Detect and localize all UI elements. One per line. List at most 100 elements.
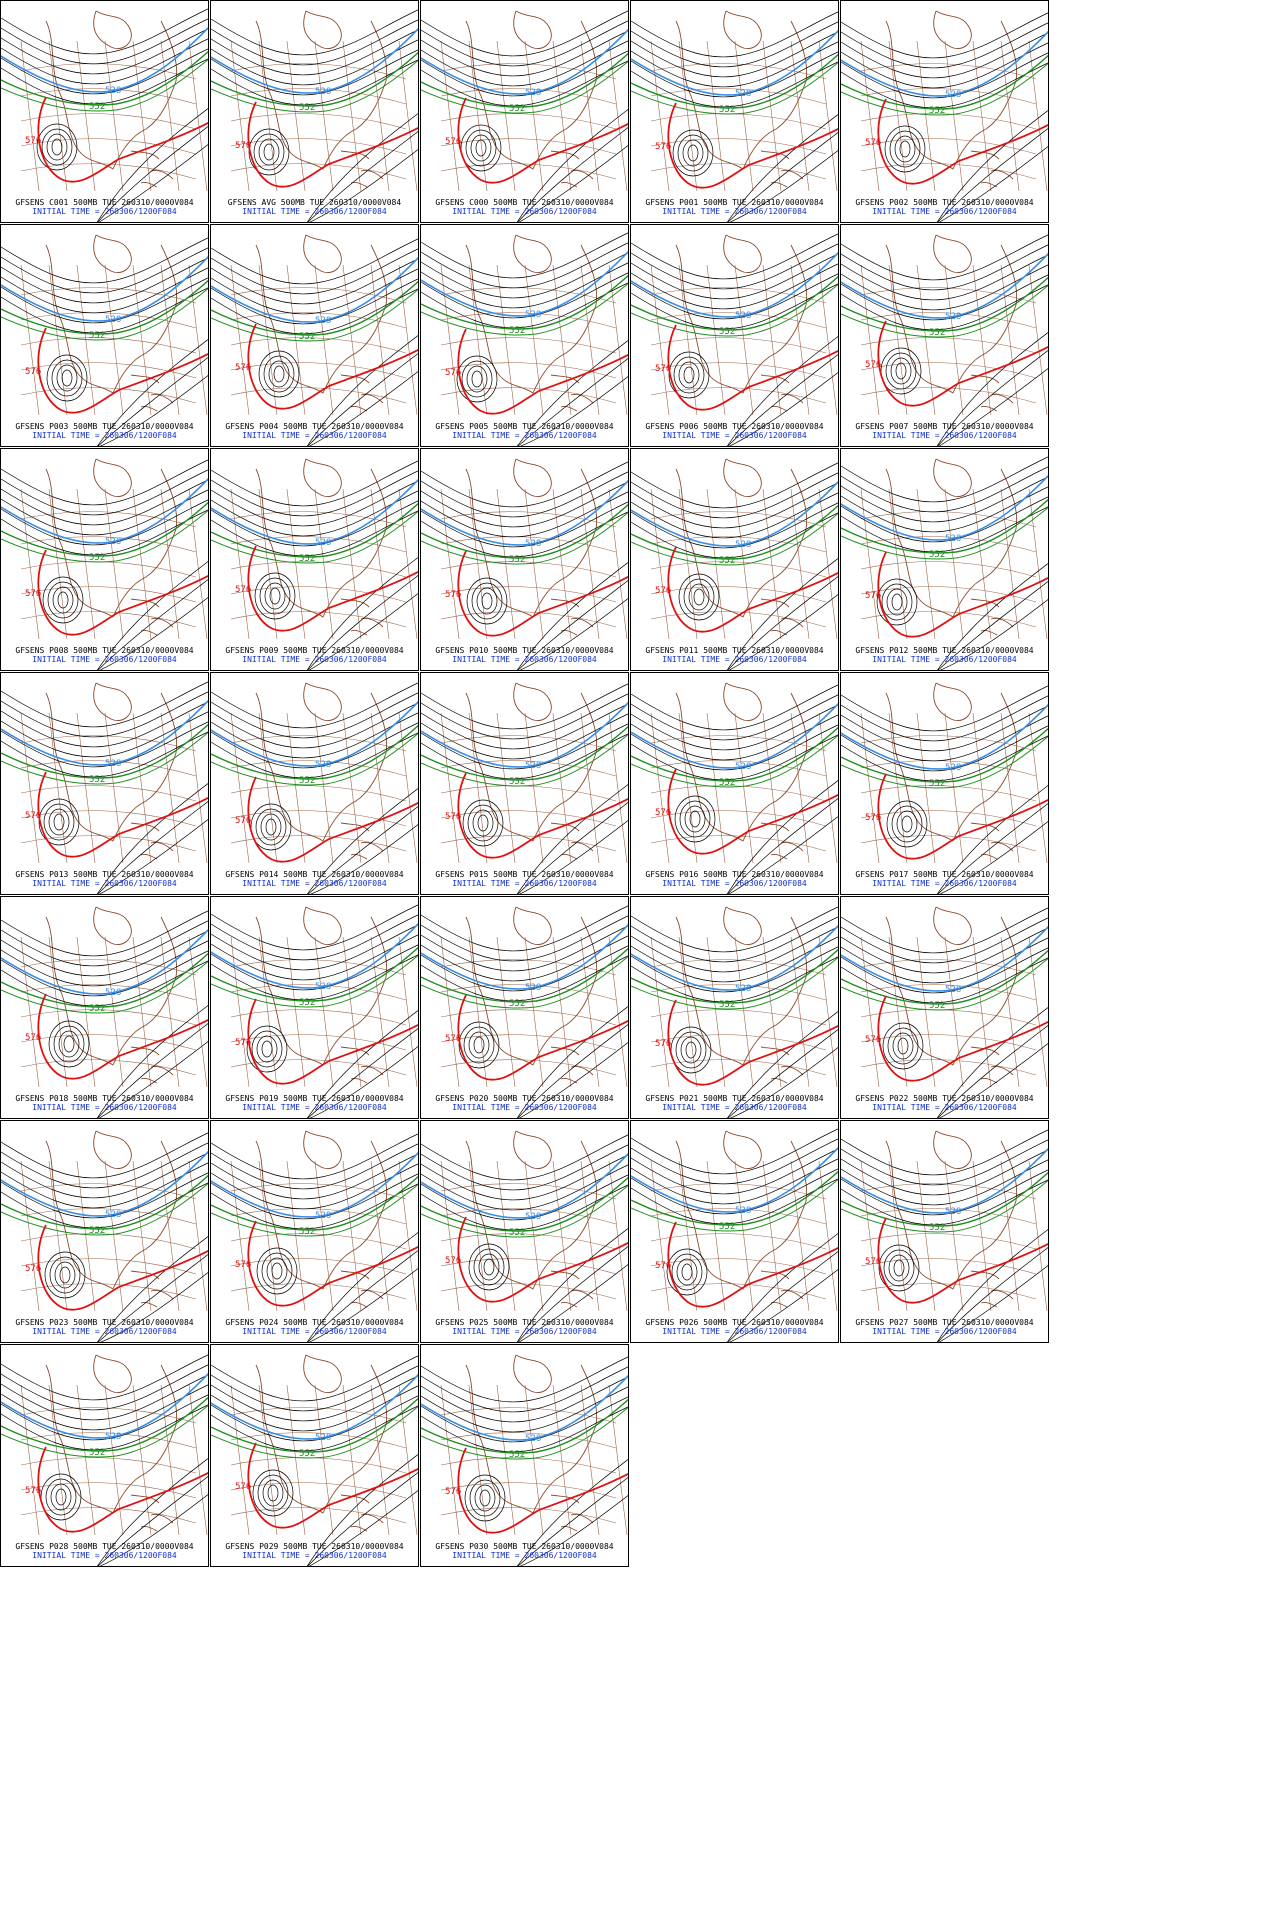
contour-528 bbox=[1, 699, 208, 766]
contour-558 bbox=[631, 61, 838, 115]
coastline bbox=[885, 906, 1018, 1084]
label-528: 528 bbox=[945, 1207, 961, 1217]
label-528: 528 bbox=[525, 1212, 541, 1222]
panel-title: GFSENS P006 500MB TUE 260310/0000V084 bbox=[645, 422, 824, 431]
label-576: 576 bbox=[25, 1264, 41, 1274]
graticule bbox=[650, 488, 838, 640]
contour-558 bbox=[421, 733, 628, 787]
contour-552 bbox=[421, 52, 628, 108]
coastline bbox=[465, 906, 598, 1084]
panel-initial-time: INITIAL TIME = 260306/1200F084 bbox=[872, 1327, 1017, 1336]
contour-552 bbox=[1, 1396, 208, 1452]
panel-initial-time: INITIAL TIME = 260306/1200F084 bbox=[242, 1103, 387, 1112]
panel-initial-time: INITIAL TIME = 260306/1200F084 bbox=[662, 879, 807, 888]
label-528: 528 bbox=[315, 1211, 331, 1221]
panel-initial-time: INITIAL TIME = 260306/1200F084 bbox=[32, 1327, 177, 1336]
contour-576 bbox=[457, 994, 628, 1081]
label-528: 528 bbox=[315, 87, 331, 97]
label-528: 528 bbox=[525, 88, 541, 98]
label-576: 576 bbox=[25, 367, 41, 377]
panel-title: GFSENS P024 500MB TUE 260310/0000V084 bbox=[225, 1318, 404, 1327]
map-panel: 528 552 576 GFSENS P028 500MB TUE 260310/00… bbox=[0, 1344, 209, 1567]
label-552: 552 bbox=[509, 1228, 525, 1238]
label-528: 528 bbox=[735, 762, 751, 772]
contour-558 bbox=[1, 1182, 208, 1236]
contour-528 bbox=[841, 1147, 1048, 1214]
contour-576 bbox=[247, 998, 418, 1085]
map-panel: 528 552 576 GFSENS P019 500MB TUE 260310/00… bbox=[210, 896, 419, 1119]
contour-552 bbox=[841, 276, 1048, 332]
map-panel: 528 552 576 GFSENS P014 500MB TUE 260310/00… bbox=[210, 672, 419, 895]
contour-558 bbox=[631, 734, 838, 788]
panel-initial-time: INITIAL TIME = 260306/1200F084 bbox=[452, 1103, 597, 1112]
label-552: 552 bbox=[299, 332, 315, 342]
label-552: 552 bbox=[299, 1449, 315, 1459]
contour-528 bbox=[631, 251, 838, 318]
label-552: 552 bbox=[929, 1223, 945, 1233]
contour-552 bbox=[211, 1175, 418, 1231]
contour-528 bbox=[1, 255, 208, 322]
contour-576 bbox=[457, 1447, 628, 1534]
contour-576 bbox=[667, 324, 838, 411]
label-576: 576 bbox=[235, 363, 251, 373]
contour-576 bbox=[247, 101, 418, 188]
map-panel: 528 552 576 GFSENS P024 500MB TUE 260310/00… bbox=[210, 1120, 419, 1343]
contour-528 bbox=[631, 29, 838, 96]
panel-title: GFSENS P004 500MB TUE 260310/0000V084 bbox=[225, 422, 404, 431]
label-576: 576 bbox=[445, 1487, 461, 1497]
contour-528 bbox=[421, 250, 628, 317]
panel-title: GFSENS P027 500MB TUE 260310/0000V084 bbox=[855, 1318, 1034, 1327]
label-576: 576 bbox=[235, 816, 251, 826]
graticule bbox=[650, 264, 838, 416]
contour-576 bbox=[667, 1221, 838, 1308]
panel-title: GFSENS P018 500MB TUE 260310/0000V084 bbox=[15, 1094, 194, 1103]
label-528: 528 bbox=[105, 86, 121, 96]
map-panel: 528 552 576 GFSENS P021 500MB TUE 260310/00… bbox=[630, 896, 839, 1119]
contour-528 bbox=[421, 1374, 628, 1441]
label-528: 528 bbox=[945, 90, 961, 100]
coastline bbox=[675, 10, 808, 188]
contour-552 bbox=[1, 1174, 208, 1230]
label-528: 528 bbox=[315, 760, 331, 770]
panel-title: GFSENS P007 500MB TUE 260310/0000V084 bbox=[855, 422, 1034, 431]
label-552: 552 bbox=[89, 1226, 105, 1236]
label-576: 576 bbox=[235, 1260, 251, 1270]
contour-552 bbox=[631, 275, 838, 331]
contour-552 bbox=[421, 503, 628, 559]
label-576: 576 bbox=[655, 1039, 671, 1049]
label-528: 528 bbox=[525, 539, 541, 549]
panel-initial-time: INITIAL TIME = 260306/1200F084 bbox=[452, 1327, 597, 1336]
contour-576 bbox=[457, 550, 628, 637]
graticule bbox=[860, 712, 1048, 864]
panel-title: GFSENS P021 500MB TUE 260310/0000V084 bbox=[645, 1094, 824, 1103]
map-panel: 528 552 576 GFSENS P022 500MB TUE 260310/00… bbox=[840, 896, 1049, 1119]
contour-576 bbox=[667, 768, 838, 855]
panel-initial-time: INITIAL TIME = 260306/1200F084 bbox=[32, 431, 177, 440]
height-contours bbox=[421, 10, 628, 222]
contour-576 bbox=[667, 999, 838, 1086]
panel-initial-time: INITIAL TIME = 260306/1200F084 bbox=[452, 431, 597, 440]
label-528: 528 bbox=[315, 1433, 331, 1443]
contour-552 bbox=[421, 947, 628, 1003]
label-576: 576 bbox=[445, 590, 461, 600]
contour-558 bbox=[211, 1183, 418, 1237]
contour-552 bbox=[1, 50, 208, 106]
map-panel: 528 552 576 GFSENS P003 500MB TUE 260310/00… bbox=[0, 224, 209, 447]
height-contours bbox=[211, 1355, 418, 1566]
coastline bbox=[255, 10, 388, 188]
contour-576 bbox=[877, 995, 1048, 1082]
contour-558 bbox=[1, 731, 208, 785]
contour-552 bbox=[631, 504, 838, 560]
panel-title: GFSENS P015 500MB TUE 260310/0000V084 bbox=[435, 870, 614, 879]
height-contours bbox=[211, 460, 418, 670]
contour-528 bbox=[631, 924, 838, 991]
contour-576 bbox=[37, 96, 208, 183]
